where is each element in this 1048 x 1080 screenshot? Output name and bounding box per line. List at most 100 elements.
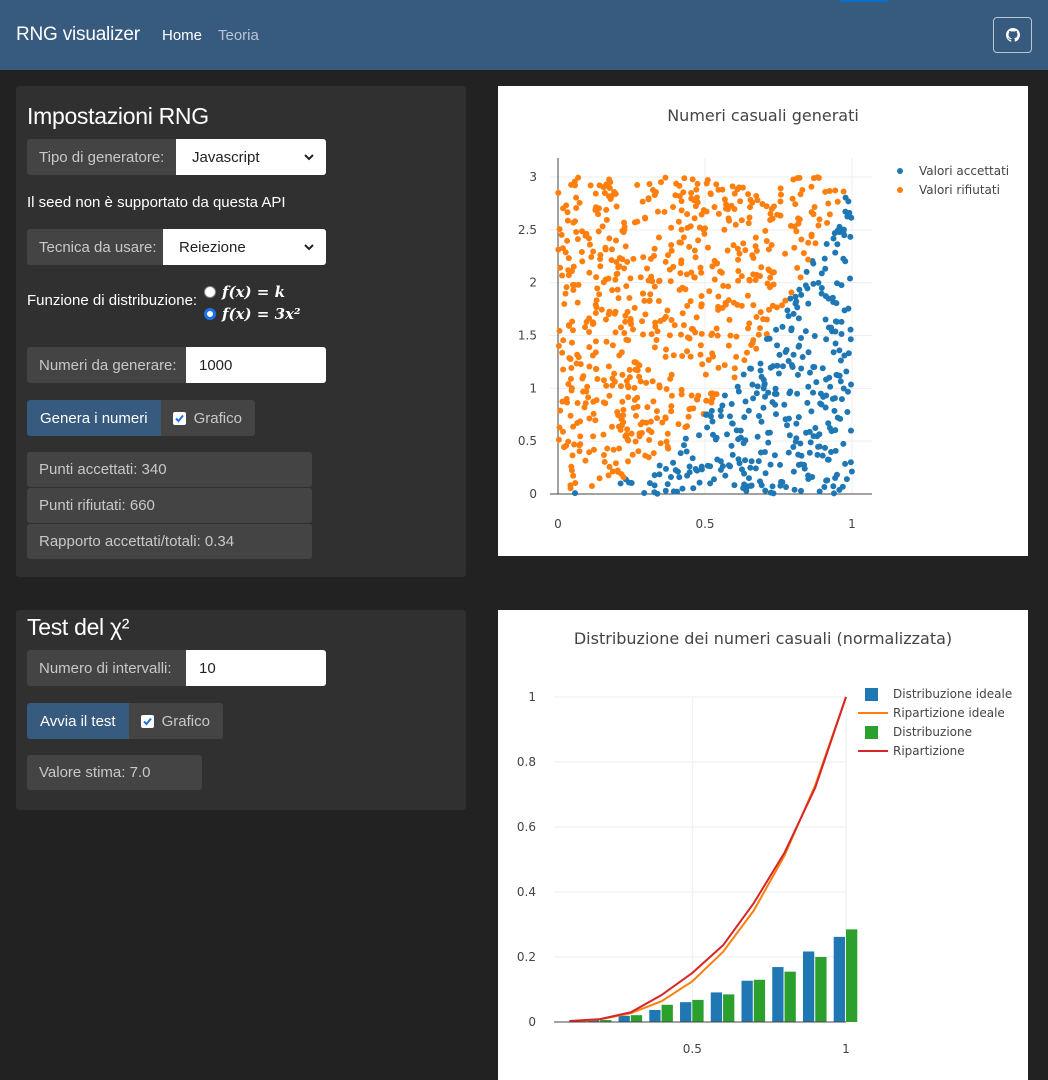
radio-button-selected[interactable] xyxy=(204,308,216,320)
nav-link-teoria[interactable]: Teoria xyxy=(218,27,259,44)
distribution-option-uniform[interactable]: f(x) = k xyxy=(204,283,285,301)
scatter-chart[interactable]: Numeri casuali generati 0 0.5 1 1.5 2 2.5 3 0 0.5… xyxy=(498,86,1028,556)
data-point-rejected xyxy=(659,419,666,426)
data-point-accepted xyxy=(841,232,848,239)
data-point-rejected xyxy=(626,374,633,381)
data-point-accepted xyxy=(672,467,679,474)
data-point-rejected xyxy=(630,404,637,411)
data-point-rejected xyxy=(715,210,722,217)
data-point-accepted xyxy=(679,485,686,492)
data-point-rejected xyxy=(560,444,567,451)
data-point-rejected xyxy=(596,291,603,298)
data-point-accepted xyxy=(790,310,797,317)
data-point-rejected xyxy=(580,373,587,380)
data-point-rejected xyxy=(580,388,587,395)
data-point-accepted xyxy=(829,294,836,301)
intervals-input[interactable]: 10 xyxy=(186,650,326,686)
data-point-accepted xyxy=(847,275,854,282)
data-point-rejected xyxy=(562,290,569,297)
distribution-option-cubic[interactable]: f(x) = 3x² xyxy=(204,305,301,323)
data-point-rejected xyxy=(677,331,684,338)
data-point-rejected xyxy=(609,287,616,294)
data-point-rejected xyxy=(767,216,774,223)
data-point-rejected xyxy=(721,196,728,203)
count-input[interactable]: 1000 xyxy=(186,347,326,383)
data-point-accepted xyxy=(765,429,772,436)
distribution-chart[interactable]: Distribuzione dei numeri casuali (normal… xyxy=(498,610,1028,1080)
data-point-rejected xyxy=(630,255,637,262)
data-point-rejected xyxy=(590,446,597,453)
data-point-rejected xyxy=(708,331,715,338)
data-point-rejected xyxy=(732,221,739,228)
data-point-rejected xyxy=(681,175,688,182)
data-point-rejected xyxy=(589,352,596,359)
data-point-rejected xyxy=(563,284,570,291)
data-point-accepted xyxy=(625,479,632,486)
generator-select[interactable]: Javascript xyxy=(176,139,326,175)
data-point-accepted xyxy=(795,451,802,458)
data-point-rejected xyxy=(766,284,773,291)
data-point-rejected xyxy=(668,408,675,415)
data-point-accepted xyxy=(798,365,805,372)
github-button[interactable] xyxy=(993,17,1032,53)
rng-settings-card: Impostazioni RNG Tipo di generatore: Jav… xyxy=(16,86,466,577)
data-point-rejected xyxy=(664,430,671,437)
checkbox[interactable] xyxy=(172,411,186,425)
data-point-rejected xyxy=(667,278,674,285)
data-point-rejected xyxy=(645,366,652,373)
bar xyxy=(630,1015,643,1022)
data-point-accepted xyxy=(843,476,850,483)
data-point-rejected xyxy=(661,208,668,215)
data-point-rejected xyxy=(629,451,636,458)
app-brand[interactable]: RNG visualizer xyxy=(16,24,140,45)
data-point-rejected xyxy=(721,226,728,233)
data-point-rejected xyxy=(731,190,738,197)
data-point-rejected xyxy=(735,256,742,263)
data-point-accepted xyxy=(802,328,809,335)
data-point-rejected xyxy=(719,186,726,193)
data-point-rejected xyxy=(636,433,643,440)
data-point-rejected xyxy=(646,437,653,444)
data-point-rejected xyxy=(677,270,684,277)
generate-button[interactable]: Genera i numeri xyxy=(27,400,161,436)
data-point-rejected xyxy=(563,202,570,209)
data-point-rejected xyxy=(687,353,694,360)
data-point-accepted xyxy=(810,433,817,440)
data-point-rejected xyxy=(608,193,615,200)
data-point-rejected xyxy=(625,394,632,401)
data-point-rejected xyxy=(568,365,575,372)
plot-toggle[interactable]: Grafico xyxy=(160,400,255,436)
plot-toggle[interactable]: Grafico xyxy=(128,703,223,739)
data-point-rejected xyxy=(634,218,641,225)
data-point-rejected xyxy=(570,472,577,479)
data-point-rejected xyxy=(676,182,683,189)
technique-group: Tecnica da usare: Reiezione xyxy=(27,229,326,265)
data-point-rejected xyxy=(617,324,624,331)
technique-select[interactable]: Reiezione xyxy=(163,229,326,265)
data-point-rejected xyxy=(629,326,636,333)
distribution-option-label: f(x) = 3x² xyxy=(222,305,301,323)
data-point-accepted xyxy=(810,280,817,287)
data-point-rejected xyxy=(654,328,661,335)
nav-link-home[interactable]: Home xyxy=(162,27,203,44)
data-point-rejected xyxy=(586,363,593,370)
data-point-accepted xyxy=(756,413,763,420)
run-test-button[interactable]: Avvia il test xyxy=(27,703,129,739)
data-point-accepted xyxy=(717,466,724,473)
data-point-rejected xyxy=(753,192,760,199)
data-point-rejected xyxy=(609,375,616,382)
y-tick-label: 3 xyxy=(529,170,537,184)
data-point-accepted xyxy=(772,401,779,408)
data-point-rejected xyxy=(735,268,742,275)
data-point-rejected xyxy=(682,286,689,293)
radio-button[interactable] xyxy=(204,286,216,298)
data-point-accepted xyxy=(834,414,841,421)
checkbox[interactable] xyxy=(140,714,154,728)
data-point-accepted xyxy=(805,349,812,356)
data-point-accepted xyxy=(696,479,703,486)
data-point-rejected xyxy=(711,276,718,283)
legend-label: Ripartizione xyxy=(893,744,965,758)
data-point-accepted xyxy=(821,484,828,491)
data-point-rejected xyxy=(641,297,648,304)
data-point-rejected xyxy=(625,458,632,465)
